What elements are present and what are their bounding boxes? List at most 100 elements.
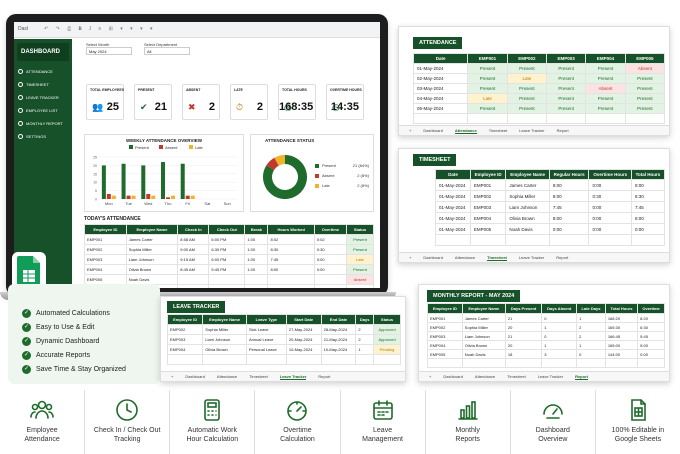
table-cell[interactable]: Approved [373,324,401,335]
table-cell[interactable]: EMP002 [166,324,204,335]
table-cell[interactable]: EMP002 [469,190,507,202]
table-cell[interactable]: 0:02 [313,234,347,245]
table-cell[interactable]: 01-May-2024 [435,223,471,235]
table-cell[interactable]: 1:00 [244,254,269,265]
department-select-value[interactable]: All [144,47,190,55]
table-cell[interactable]: Present [545,73,587,84]
table-cell[interactable]: Late [345,254,375,265]
table-cell-empty[interactable] [624,113,666,124]
table-cell[interactable]: 5:45 PM [208,264,246,275]
table-cell[interactable]: Present [585,93,626,104]
table-cell[interactable]: 0 [576,349,606,359]
table-cell[interactable]: EMP005 [469,223,507,235]
table-cell-empty[interactable] [588,234,632,246]
table-cell[interactable]: Present [345,234,375,245]
table-cell[interactable]: Sophia Miller [505,190,550,202]
table-cell[interactable]: Present [585,63,626,74]
table-cell[interactable]: Present [506,93,547,104]
table-cell[interactable]: Present [545,103,587,114]
table-cell[interactable]: Present [624,103,666,114]
table-cell-empty[interactable] [585,113,626,124]
table-cell[interactable]: Noah Davis [505,223,550,235]
department-select[interactable]: Select Department All [144,42,190,55]
table-cell[interactable]: Personal Leave [245,344,287,355]
table-cell[interactable]: 2 [576,331,606,341]
tab-attendance[interactable]: Attendance [474,374,496,379]
table-cell[interactable]: 1:00 [244,234,269,245]
table-cell[interactable]: EMP005 [427,349,463,359]
table-cell[interactable]: 8:00 [630,179,666,191]
tab-timesheet[interactable]: Timesheet [507,374,526,379]
table-cell-empty[interactable] [576,358,606,368]
table-cell[interactable]: 18 [504,349,543,359]
table-cell[interactable]: 0:00 [588,179,632,191]
tab-timesheet[interactable]: Timesheet [487,254,507,261]
add-sheet-icon[interactable]: + [171,374,174,379]
tab-leave-tracker[interactable]: Leave Tracker [519,128,545,133]
table-cell[interactable]: 05-May-2024 [412,103,469,114]
table-cell[interactable]: 0 [541,313,578,323]
table-cell[interactable]: 144:00 [604,349,639,359]
table-cell[interactable]: James Carter [505,179,550,191]
table-cell[interactable]: Approved [373,334,401,345]
table-cell[interactable]: 0:00 [630,223,666,235]
table-cell[interactable]: Annual Leave [245,334,287,345]
sidebar-item-settings[interactable]: SETTINGS [14,130,72,143]
table-cell-empty[interactable] [208,284,246,288]
table-cell[interactable]: Present [545,83,587,94]
table-cell[interactable]: Present [345,264,375,275]
table-cell[interactable]: Present [624,93,666,104]
table-cell[interactable]: 2 [355,324,375,335]
table-cell[interactable]: EMP003 [427,331,463,341]
table-cell[interactable]: Sophia Miller [461,322,506,332]
toolbar-icons[interactable]: ↶ ↷ ⎙ 𝐁 𝐼 ≡ ⊞ ▾ ▾ ▾ ▾ [44,26,156,32]
table-cell[interactable]: 8:00 [630,212,666,224]
table-cell[interactable]: 01-May-2024 [435,201,471,213]
sidebar-item-employee-list[interactable]: EMPLOYEE LIST [14,104,72,117]
table-cell[interactable]: EMP002 [84,244,127,255]
add-sheet-icon[interactable]: + [429,374,432,379]
table-cell[interactable]: 21 [504,313,543,323]
table-cell[interactable]: Present [624,73,666,84]
table-cell[interactable]: EMP003 [84,254,127,265]
table-cell[interactable]: James Carter [125,234,179,245]
table-cell[interactable]: Liam Johnson [202,334,247,345]
table-cell[interactable]: 0:00 [548,223,590,235]
table-cell[interactable]: 7:45 [548,201,590,213]
tab-attendance[interactable]: Attendance [216,374,238,379]
table-cell[interactable]: Present [545,93,587,104]
table-cell[interactable]: 1:00 [244,264,269,275]
table-cell[interactable]: 0:00 [588,223,632,235]
table-cell[interactable]: 168:20 [604,313,639,323]
table-cell[interactable]: EMP004 [469,212,507,224]
table-cell[interactable]: Late [467,93,508,104]
table-cell-empty[interactable] [245,354,287,365]
table-cell[interactable]: 6:00 PM [208,234,246,245]
table-cell[interactable]: 9:00 AM [177,244,210,255]
table-cell[interactable]: 0:00 [313,264,347,275]
table-cell[interactable]: Sophia Miller [125,244,179,255]
table-cell[interactable]: Absent [624,63,666,74]
table-cell[interactable] [177,274,210,285]
tab-report[interactable]: Report [556,128,569,133]
table-cell[interactable]: Sophia Miller [202,324,247,335]
table-cell-empty[interactable] [604,358,639,368]
table-cell[interactable]: 1 [576,340,606,350]
tab-dashboard[interactable]: Dashboard [423,255,443,260]
table-cell[interactable]: Present [467,73,508,84]
table-cell[interactable]: 166:45 [604,331,639,341]
table-cell-empty[interactable] [345,284,375,288]
month-select[interactable]: Select Month May 2024 [86,42,132,55]
table-cell[interactable]: 8:30 [630,190,666,202]
table-cell[interactable]: Present [345,244,375,255]
table-cell[interactable]: 6:30 PM [208,244,246,255]
table-cell[interactable]: Present [506,63,547,74]
table-cell[interactable]: 0:30 [313,244,347,255]
table-cell[interactable]: Late [506,73,547,84]
table-cell[interactable]: 5:00 [637,340,665,350]
tab-report[interactable]: Report [318,374,331,379]
table-cell[interactable]: 20-May-2024 [285,334,322,345]
table-cell-empty[interactable] [435,234,471,246]
table-cell[interactable]: Present [506,83,547,94]
sidebar-item-monthly-report[interactable]: MONTHLY REPORT [14,117,72,130]
